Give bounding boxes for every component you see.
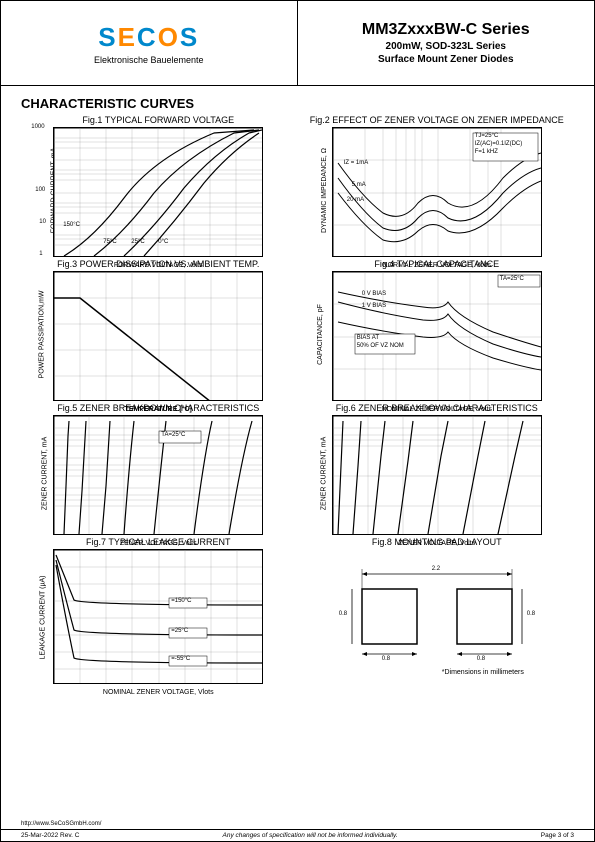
fig7-a2: =25°C — [171, 628, 188, 634]
fig2-a2: 5 mA — [352, 182, 366, 188]
fig5-box: TA=25°C — [161, 432, 185, 438]
fig3-xlabel: TEMPERATURE [°C] — [125, 406, 192, 413]
fig5-chart — [53, 415, 263, 535]
footer: 25-Mar-2022 Rev. C Any changes of specif… — [1, 829, 594, 841]
series-title: MM3ZxxxBW-C Series — [362, 21, 530, 39]
footer-page: Page 3 of 3 — [541, 832, 574, 839]
fig8: Fig.8 MOUNTING PAD LAYOUT — [298, 537, 577, 684]
fig4-ylabel: CAPACITANCE, pF — [317, 304, 324, 365]
fig3: Fig.3 POWER DISSIPATION VS. AMBIENT TEMP… — [19, 259, 298, 401]
page: SECOS Elektronische Bauelemente MM3ZxxxB… — [0, 0, 595, 842]
fig4-a3: BIAS AT — [357, 335, 379, 341]
fig1-annot-75: 75°C — [103, 239, 116, 245]
fig5: Fig.5 ZENER BREAKDOWN CHARACTERISTICS ZE… — [19, 403, 298, 535]
content: Fig.1 TYPICAL FORWARD VOLTAGE FORWARD CU… — [1, 115, 594, 686]
fig7-ylabel: LEAKAGE CURRENT (µA) — [40, 575, 47, 659]
fig4-box: TA=25°C — [500, 276, 524, 282]
fig3-chart — [53, 271, 263, 401]
fig8-d1: 2.2 — [432, 566, 440, 572]
footer-note: Any changes of specification will not be… — [223, 832, 398, 839]
fig6-chart — [332, 415, 542, 535]
fig7-chart — [53, 549, 263, 684]
fig4-a2: 1 V BIAS — [362, 303, 386, 309]
fig3-ylabel: POWER PASSIPATION,mW — [39, 291, 46, 379]
fig8-d2d: 0.8 — [477, 656, 485, 662]
fig7-a1: =150°C — [171, 598, 191, 604]
fig1-annot-25: 25°C — [131, 239, 144, 245]
footer-date: 25-Mar-2022 Rev. C — [21, 832, 79, 839]
fig6-xlabel: ZENER VOLTAGE, Volts — [398, 540, 475, 547]
fig8-note: *Dimensions in millimeters — [442, 669, 524, 676]
series-sub2: Surface Mount Zener Diodes — [378, 54, 514, 65]
fig2-box1: TJ=25°C — [475, 133, 499, 139]
fig2-a3: 20 mA — [347, 197, 364, 203]
fig2: Fig.2 EFFECT OF ZENER VOLTAGE ON ZENER I… — [298, 115, 577, 257]
fig2-title: Fig.2 EFFECT OF ZENER VOLTAGE ON ZENER I… — [310, 115, 564, 125]
footer-url: http://www.SeCoSGmbH.com/ — [21, 821, 101, 827]
header: SECOS Elektronische Bauelemente MM3ZxxxB… — [1, 1, 594, 86]
fig8-d2c: 0.8 — [382, 656, 390, 662]
section-title: CHARACTERISTIC CURVES — [21, 96, 594, 111]
fig2-ylabel: DYNAMIC IMPEDANCE, Ω — [321, 148, 328, 233]
fig1-xlabel: FORWARD VOLTAGE, Volts — [114, 262, 203, 269]
logo: SECOS — [98, 22, 199, 53]
fig1-annot-150: 150°C — [63, 222, 80, 228]
fig1-title: Fig.1 TYPICAL FORWARD VOLTAGE — [82, 115, 234, 125]
fig2-a1: IZ = 1mA — [344, 160, 369, 166]
fig2-box2: IZ(AC)=0.1IZ(DC) — [475, 141, 523, 147]
fig4: Fig.4 TYPICAL CAPACITANCE CAPACITANCE, p… — [298, 259, 577, 401]
fig7-a3: =-55°C — [171, 656, 190, 662]
fig4-a1: 0 V BIAS — [362, 291, 386, 297]
header-left: SECOS Elektronische Bauelemente — [1, 1, 298, 85]
logo-subtitle: Elektronische Bauelemente — [94, 55, 204, 65]
fig8-d2b: 0.8 — [527, 611, 535, 617]
fig7-xlabel: NOMINAL ZENER VOLTAGE, Vlots — [103, 689, 214, 696]
fig1-annot-0: 0°C — [158, 239, 168, 245]
fig8-d2a: 0.8 — [339, 611, 347, 617]
series-sub1: 200mW, SOD-323L Series — [386, 41, 506, 52]
fig1: Fig.1 TYPICAL FORWARD VOLTAGE FORWARD CU… — [19, 115, 298, 257]
fig2-xlabel: NORMAL ZENER VOLTAGE, Volts — [383, 262, 491, 269]
header-right: MM3ZxxxBW-C Series 200mW, SOD-323L Serie… — [298, 1, 595, 85]
fig6: Fig.6 ZENER BREAKDOWN CHARACTERISTICS ZE… — [298, 403, 577, 535]
fig2-box3: F=1 kHZ — [475, 149, 498, 155]
fig6-ylabel: ZENER CURRENT, mA — [320, 437, 327, 511]
fig4-xlabel: NOMINAL ZENER VOLTAGE, Volts — [382, 406, 492, 413]
fig1-chart — [53, 127, 263, 257]
fig7: Fig.7 TYPICAL LEAKGE CURRENT LEAKAGE CUR… — [19, 537, 298, 684]
fig5-xlabel: ZENER VOLTAGE, Volts — [120, 540, 197, 547]
fig4-a4: 50% OF VZ NOM — [357, 343, 404, 349]
fig5-ylabel: ZENER CURRENT, mA — [42, 437, 49, 511]
